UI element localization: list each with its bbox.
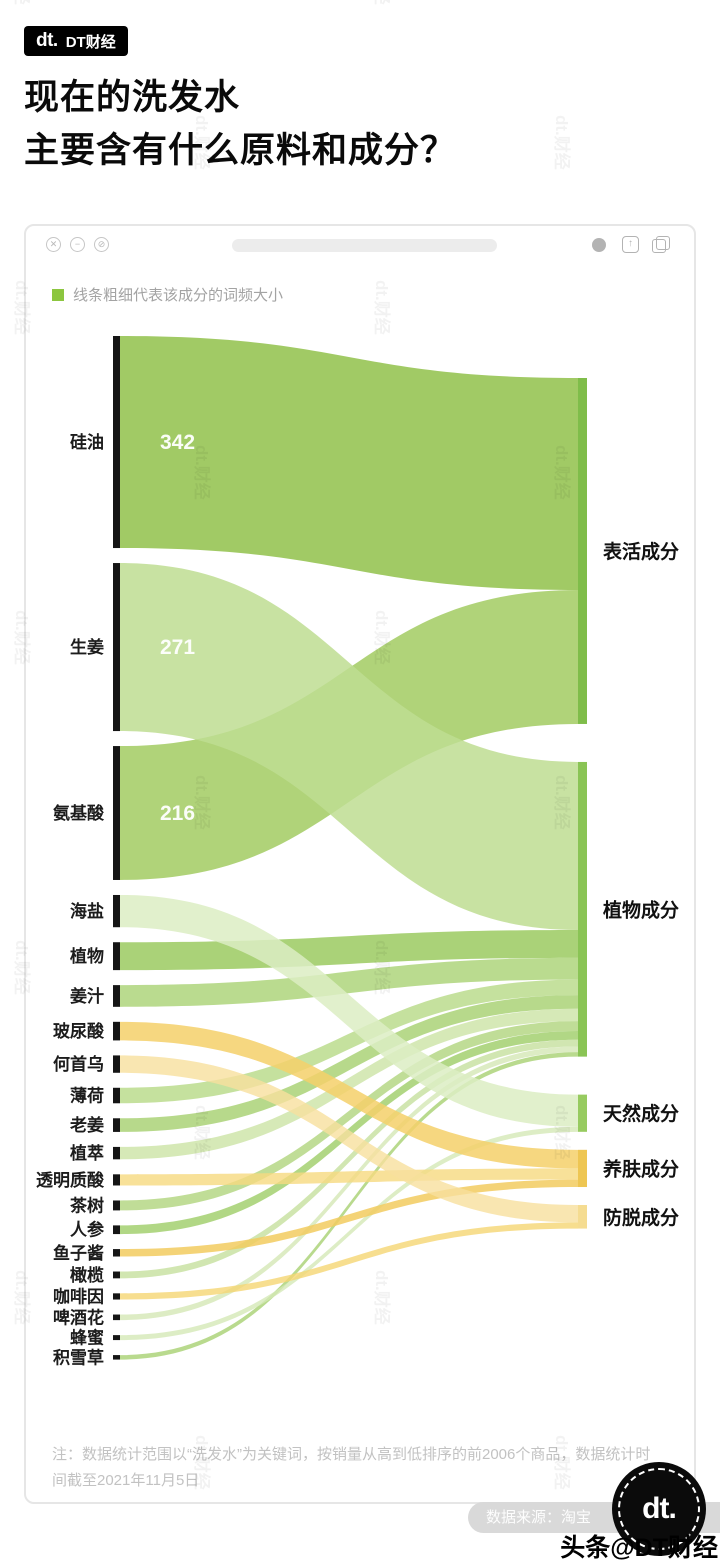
dt-seal-text: dt. — [642, 1492, 677, 1525]
page-watermark: dt.财经 — [11, 0, 36, 5]
left-node-bar — [113, 985, 120, 1007]
left-node-label: 氨基酸 — [53, 803, 105, 823]
left-node-label: 何首乌 — [53, 1054, 104, 1074]
dt-seal-logo-icon: dt. — [612, 1462, 706, 1556]
left-node-bar — [113, 1174, 120, 1186]
left-node-label: 植物 — [70, 946, 104, 966]
toutiao-watermark: 头条@DT财经 — [560, 1534, 718, 1562]
sankey-flow-姜汁 — [120, 957, 578, 1007]
left-node-label: 啤酒花 — [53, 1307, 104, 1327]
browser-titlebar: ✕ − ⊘ ↑ — [26, 226, 694, 260]
chart-legend: 线条粗细代表该成分的词频大小 — [52, 284, 283, 305]
sankey-flow-海盐 — [120, 894, 578, 1127]
window-minimize-icon[interactable]: − — [70, 237, 85, 252]
left-node-bar — [113, 1087, 120, 1104]
left-node-bar — [113, 1314, 120, 1321]
sankey-flow-茶树 — [120, 1021, 578, 1211]
left-node-label: 海盐 — [70, 901, 104, 921]
right-node-label: 表活成分 — [603, 540, 679, 563]
right-node-bar — [578, 1149, 587, 1188]
page-title-line1: 现在的洗发水 — [24, 78, 241, 117]
address-bar[interactable] — [232, 239, 497, 252]
right-node-bar — [578, 761, 587, 1057]
left-node-label: 透明质酸 — [36, 1170, 105, 1190]
brand-name: DT财经 — [65, 33, 116, 51]
flow-value-label: 216 — [160, 802, 195, 825]
page-title: 现在的洗发水 主要含有什么原料和成分？ — [24, 72, 456, 177]
left-node-bar — [113, 1293, 120, 1300]
window-close-icon[interactable]: ✕ — [46, 237, 61, 252]
left-node-bar — [113, 1355, 120, 1360]
left-node-bar — [113, 1335, 120, 1341]
sankey-flow-硅油 — [120, 336, 578, 591]
tabs-icon[interactable] — [652, 236, 670, 253]
left-node-label: 生姜 — [70, 637, 104, 657]
page-title-line2: 主要含有什么原料和成分？ — [24, 130, 457, 170]
sankey-flow-植物 — [120, 929, 578, 971]
left-node-bar — [113, 563, 120, 732]
sankey-flow-生姜 — [120, 563, 578, 930]
left-node-bar — [113, 1021, 120, 1041]
left-node-bar — [113, 1118, 120, 1132]
left-node-label: 老姜 — [69, 1115, 104, 1135]
sankey-flow-老姜 — [120, 995, 578, 1132]
left-node-label: 鱼子酱 — [53, 1243, 104, 1263]
sankey-flow-蜂蜜 — [120, 1126, 578, 1341]
left-node-bar — [113, 1249, 120, 1257]
sankey-flow-咖啡因 — [120, 1222, 578, 1300]
sankey-flow-薄荷 — [120, 979, 578, 1104]
right-node-bar — [578, 1205, 587, 1229]
sankey-flow-透明质酸 — [120, 1168, 578, 1186]
left-node-label: 植萃 — [70, 1143, 104, 1163]
sankey-diagram: 硅油 342 生姜 271 氨基酸 216 海盐植物姜汁玻尿酸何首乌薄荷老姜植萃透明质酸茶树… — [36, 336, 679, 1367]
legend-label: 线条粗细代表该成分的词频大小 — [73, 287, 284, 304]
page-watermark: dt.财经 — [371, 0, 396, 5]
browser-window: ✕ − ⊘ ↑ 线条粗细代表该成分的词频大小 硅油 342 生姜 271 氨基酸 216 海… — [24, 224, 696, 1504]
left-node-bar — [113, 336, 120, 549]
left-node-label: 蜂蜜 — [70, 1328, 104, 1348]
left-node-label: 茶树 — [70, 1195, 104, 1215]
sankey-flow-植萃 — [120, 1008, 578, 1160]
left-node-bar — [113, 1225, 120, 1235]
data-note: 注：数据统计范围以“洗发水”为关键词，按销量从高到低排序的前2006个商品，数据… — [52, 1446, 651, 1489]
right-node-bar — [578, 378, 587, 724]
sankey-flow-橄榄 — [120, 1039, 578, 1279]
right-node-label: 防脱成分 — [603, 1206, 679, 1229]
legend-swatch — [52, 288, 64, 301]
right-node-label: 天然成分 — [603, 1102, 679, 1125]
right-node-label: 养肤成分 — [602, 1157, 679, 1180]
sankey-flow-鱼子酱 — [120, 1179, 578, 1257]
left-node-bar — [113, 1271, 120, 1279]
brand-logo-dt-icon: dt. — [36, 30, 58, 51]
sankey-flow-积雪草 — [120, 1052, 578, 1360]
left-node-bar — [113, 942, 120, 971]
left-node-label: 硅油 — [70, 432, 104, 452]
left-node-bar — [113, 894, 120, 928]
left-node-bar — [113, 1200, 120, 1211]
profile-circle-icon[interactable] — [592, 238, 606, 252]
sankey-flow-啤酒花 — [120, 1046, 578, 1321]
right-node-bar — [578, 1094, 587, 1132]
left-node-label: 人参 — [70, 1220, 104, 1240]
left-node-label: 积雪草 — [53, 1348, 104, 1367]
flow-value-label: 271 — [160, 636, 195, 659]
right-node-label: 植物成分 — [603, 898, 679, 921]
left-node-bar — [113, 746, 120, 880]
brand-badge: dt. DT财经 — [24, 26, 128, 56]
window-block-icon[interactable]: ⊘ — [94, 237, 109, 252]
left-node-label: 玻尿酸 — [53, 1021, 105, 1041]
left-node-label: 薄荷 — [70, 1086, 104, 1106]
flow-value-label: 342 — [160, 431, 195, 454]
left-node-label: 姜汁 — [70, 986, 104, 1006]
sankey-flow-何首乌 — [120, 1055, 578, 1223]
left-node-label: 橄榄 — [70, 1265, 104, 1285]
left-node-label: 咖啡因 — [53, 1286, 104, 1306]
page-watermark: dt.财经 — [552, 115, 571, 170]
sankey-flow-玻尿酸 — [120, 1021, 578, 1169]
share-icon[interactable]: ↑ — [622, 236, 639, 253]
left-node-bar — [113, 1055, 120, 1073]
left-node-bar — [113, 1146, 120, 1160]
